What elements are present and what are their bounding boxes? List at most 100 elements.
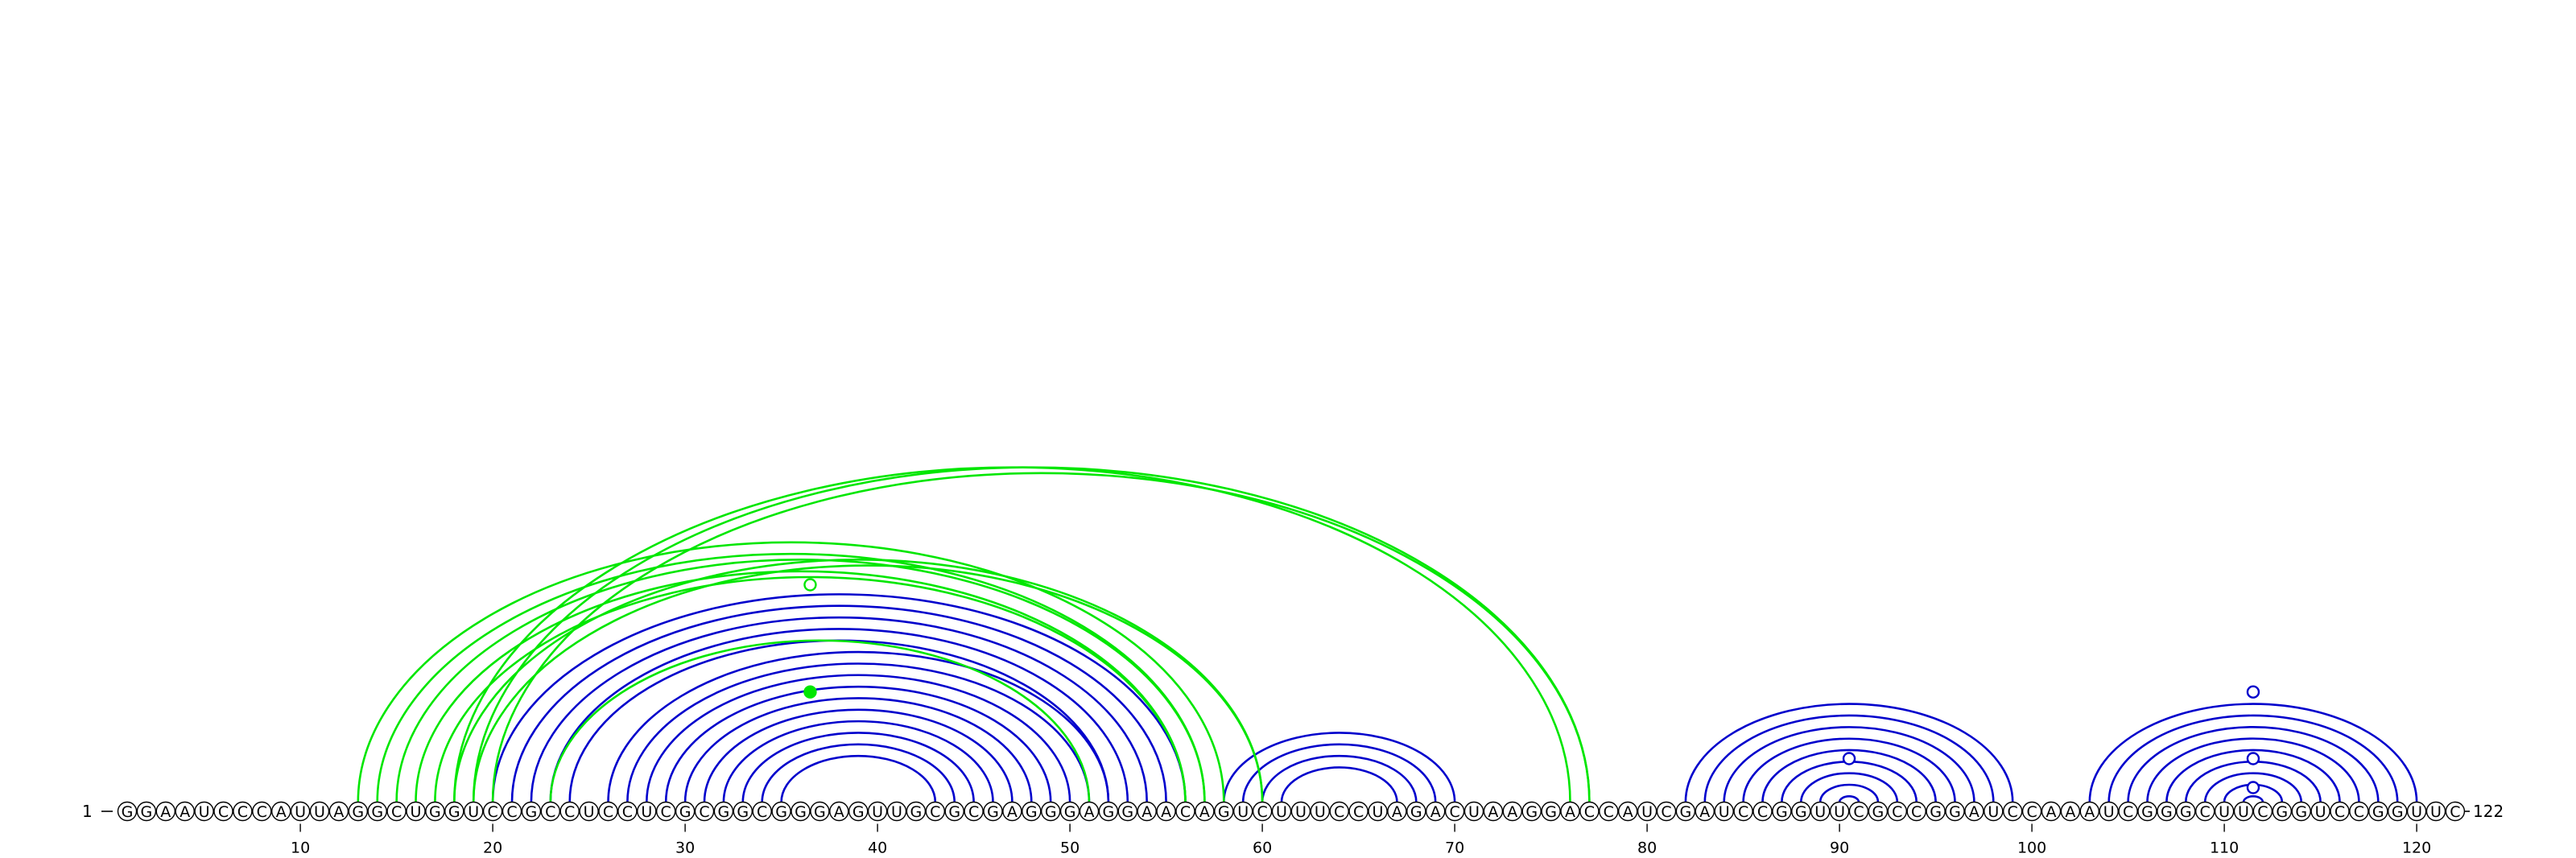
svg-text:G: G [526, 803, 538, 821]
nucleotide-21: C [502, 801, 522, 822]
blue-pair-arc-11 [510, 604, 1167, 802]
svg-text:G: G [1045, 803, 1057, 821]
nucleotide-56: C [1175, 801, 1195, 822]
nucleotide-12: A [328, 801, 349, 822]
nucleotide-120: U [2406, 801, 2427, 822]
nucleotide-59: U [1232, 801, 1253, 822]
svg-text:A: A [1565, 803, 1575, 821]
nucleotide-87: G [1772, 801, 1792, 822]
nucleotide-64: C [1329, 801, 1349, 822]
nucleotide-70: C [1444, 801, 1465, 822]
svg-text:60: 60 [1253, 839, 1272, 857]
svg-text:C: C [2354, 803, 2364, 821]
nucleotide-8: C [252, 801, 272, 822]
nucleotide-63: U [1310, 801, 1331, 822]
svg-text:C: C [1449, 803, 1459, 821]
svg-text:G: G [1776, 803, 1788, 821]
svg-text:A: A [1488, 803, 1498, 821]
blue-pair-arc-28 [2088, 703, 2418, 802]
green-pair-arc-6 [472, 564, 1264, 802]
nucleotide-6: C [213, 801, 233, 822]
blue-pair-arc-5 [703, 708, 1013, 802]
svg-text:U: U [1276, 803, 1287, 821]
svg-text:G: G [1949, 803, 1961, 821]
svg-text:G: G [1545, 803, 1557, 821]
svg-text:U: U [1237, 803, 1249, 821]
svg-text:G: G [2276, 803, 2288, 821]
svg-text:A: A [1507, 803, 1517, 821]
nucleotide-9: A [271, 801, 291, 822]
position-axis: 10 20 30 40 50 60 70 80 90 100 110 120 [291, 823, 2431, 857]
nucleotide-40: U [867, 801, 888, 822]
svg-text:A: A [1141, 803, 1152, 821]
green-pair-arc-9 [491, 472, 1591, 802]
svg-text:A: A [834, 803, 844, 821]
nucleotide-80: U [1637, 801, 1657, 822]
svg-text:70: 70 [1445, 839, 1464, 857]
svg-text:C: C [391, 803, 402, 821]
nucleotide-38: A [829, 801, 849, 822]
svg-text:80: 80 [1637, 839, 1657, 857]
nucleotide-105: C [2118, 801, 2138, 822]
svg-text:G: G [2161, 803, 2173, 821]
nucleotide-74: G [1521, 801, 1542, 822]
svg-text:C: C [1661, 803, 1671, 821]
nucleotide-67: A [1387, 801, 1407, 822]
svg-text:G: G [795, 803, 807, 821]
svg-text:U: U [314, 803, 325, 821]
blue-pair-arc-1 [626, 662, 1091, 802]
svg-text:120: 120 [2402, 839, 2431, 857]
nucleotide-71: U [1463, 801, 1484, 822]
nucleotide-35: G [771, 801, 791, 822]
blue-pair-arc-10 [491, 593, 1187, 802]
svg-text:G: G [1026, 803, 1038, 821]
svg-text:110: 110 [2210, 839, 2239, 857]
green-pair-arc-4 [434, 575, 1187, 802]
svg-text:G: G [948, 803, 960, 821]
svg-text:U: U [1814, 803, 1826, 821]
nucleotide-36: G [791, 801, 811, 822]
svg-text:G: G [1680, 803, 1692, 821]
nucleotide-75: G [1541, 801, 1561, 822]
nucleotide-15: C [386, 801, 407, 822]
blue-pair-arc-19 [1684, 703, 2014, 802]
blue-pair-arc-36 [2242, 795, 2264, 802]
nucleotide-111: U [2233, 801, 2254, 822]
blue-pair-arc-22 [1742, 737, 1956, 802]
svg-text:C: C [2450, 803, 2460, 821]
svg-text:U: U [584, 803, 595, 821]
svg-text:A: A [1969, 803, 1979, 821]
svg-text:20: 20 [483, 839, 502, 857]
nucleotide-86: C [1752, 801, 1773, 822]
nucleotide-53: G [1117, 801, 1138, 822]
svg-text:C: C [506, 803, 517, 821]
svg-text:U: U [641, 803, 652, 821]
svg-text:50: 50 [1060, 839, 1080, 857]
blue-pair-arc-18 [1280, 766, 1398, 802]
blue-pair-arc-6 [722, 720, 994, 802]
svg-text:100: 100 [2017, 839, 2046, 857]
blue-pair-arc-29 [2107, 714, 2399, 802]
blue-pair-arc-34 [2203, 772, 2302, 802]
nucleotide-72: A [1483, 801, 1504, 822]
blue-pair-arc-31 [2146, 737, 2360, 802]
nucleotide-49: G [1040, 801, 1061, 822]
svg-text:U: U [1468, 803, 1480, 821]
nucleotide-23: C [540, 801, 560, 822]
green-pair-arc-2 [395, 559, 1206, 802]
svg-text:C: C [218, 803, 229, 821]
svg-text:G: G [141, 803, 153, 821]
nucleotide-104: U [2099, 801, 2119, 822]
nucleotide-5: U [194, 801, 214, 822]
nucleotide-46: G [983, 801, 1003, 822]
svg-text:C: C [1584, 803, 1595, 821]
svg-text:G: G [1064, 803, 1076, 821]
arc-marker-3 [2246, 685, 2260, 699]
nucleotide-92: G [1868, 801, 1889, 822]
svg-text:U: U [1834, 803, 1845, 821]
green-pair-arc-0 [357, 541, 1225, 802]
svg-text:U: U [872, 803, 883, 821]
svg-text:C: C [603, 803, 613, 821]
nucleotide-100: C [2021, 801, 2042, 822]
